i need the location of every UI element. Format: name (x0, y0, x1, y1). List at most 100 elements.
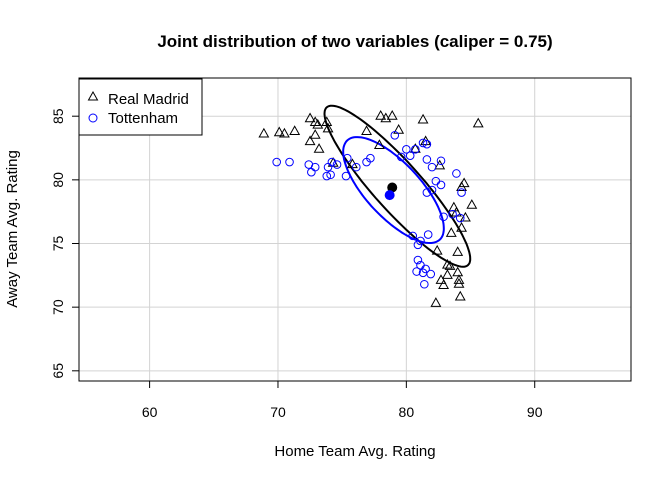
x-axis: 60 70 80 90 (142, 381, 543, 420)
point-real-madrid (441, 258, 453, 269)
point-tottenham (341, 171, 351, 181)
point-tottenham (418, 138, 428, 148)
point-real-madrid (258, 127, 270, 138)
point-real-madrid (441, 269, 453, 279)
point-tottenham (342, 153, 352, 163)
point-tottenham (422, 155, 432, 164)
point-tottenham (423, 230, 433, 239)
point-tottenham (310, 162, 320, 172)
chart-title: Joint distribution of two variables (cal… (157, 32, 552, 51)
point-tottenham (457, 188, 466, 197)
point-tottenham (402, 144, 411, 154)
point-tottenham (422, 188, 432, 197)
point-real-madrid (444, 260, 456, 270)
legend: Real Madrid Tottenham (78, 78, 203, 136)
legend-label-real-madrid: Real Madrid (108, 91, 189, 108)
point-tottenham (351, 162, 361, 172)
point-real-madrid (435, 274, 447, 284)
mean-markers (384, 182, 398, 201)
point-tottenham (420, 279, 429, 289)
confidence-ellipses (323, 104, 472, 268)
x-tick-label: 70 (270, 404, 286, 420)
mean-point-tottenham (384, 190, 395, 201)
point-real-madrid (452, 266, 464, 277)
point-real-madrid (456, 222, 468, 232)
ellipse-real-madrid (323, 104, 472, 268)
point-real-madrid (472, 117, 484, 128)
ellipse-tottenham (342, 136, 445, 244)
point-tottenham (327, 157, 337, 167)
y-tick-label: 70 (50, 299, 66, 315)
legend-triangle-icon (87, 90, 99, 101)
y-tick-label: 75 (50, 236, 66, 252)
point-tottenham (455, 213, 465, 223)
point-tottenham (307, 167, 316, 177)
point-tottenham (416, 236, 425, 246)
point-real-madrid (313, 143, 325, 153)
point-real-madrid (431, 244, 443, 255)
point-real-madrid (273, 126, 285, 137)
point-tottenham (411, 144, 420, 154)
point-real-madrid (438, 279, 450, 290)
point-real-madrid (466, 199, 478, 209)
point-tottenham (427, 185, 437, 195)
plot-frame (78, 77, 632, 382)
x-axis-label: Home Team Avg. Rating (274, 443, 435, 460)
point-tottenham (396, 152, 406, 162)
point-real-madrid (322, 122, 334, 133)
point-real-madrid (375, 109, 387, 120)
point-real-madrid (393, 123, 405, 134)
point-tottenham (412, 267, 421, 276)
y-tick-label: 85 (50, 108, 66, 124)
point-real-madrid (278, 127, 290, 138)
point-tottenham (452, 169, 461, 178)
point-tottenham (332, 160, 342, 169)
point-tottenham (439, 212, 448, 222)
point-real-madrid (289, 125, 301, 135)
point-tottenham (436, 180, 446, 190)
point-real-madrid (373, 139, 385, 149)
point-real-madrid (304, 135, 316, 146)
point-real-madrid (312, 118, 324, 129)
point-real-madrid (445, 227, 457, 237)
y-axis: 65 70 75 80 85 (50, 108, 79, 379)
point-tottenham (272, 157, 281, 167)
point-tottenham (436, 156, 446, 166)
legend-circle-icon (88, 113, 98, 123)
point-real-madrid (458, 177, 470, 188)
x-tick-label: 80 (399, 404, 415, 420)
legend-box (78, 78, 203, 136)
point-real-madrid (453, 274, 465, 284)
point-tottenham (427, 162, 437, 172)
y-tick-label: 80 (50, 172, 66, 188)
point-tottenham (431, 176, 441, 186)
point-real-madrid (304, 112, 316, 123)
point-tottenham (326, 170, 335, 180)
point-tottenham (426, 269, 436, 279)
scatter-points (258, 109, 484, 307)
point-real-madrid (409, 143, 421, 153)
point-tottenham (421, 264, 430, 274)
point-tottenham (366, 153, 375, 163)
point-real-madrid (309, 116, 321, 127)
point-real-madrid (454, 290, 466, 301)
point-real-madrid (386, 109, 398, 120)
point-real-madrid (430, 297, 442, 307)
point-real-madrid (452, 246, 464, 256)
point-tottenham (405, 151, 415, 160)
x-tick-label: 90 (527, 404, 543, 420)
point-tottenham (448, 209, 457, 219)
point-tottenham (408, 231, 418, 241)
point-tottenham (323, 162, 333, 172)
point-real-madrid (309, 129, 321, 139)
point-tottenham (413, 255, 423, 265)
point-tottenham (322, 171, 332, 181)
point-tottenham (285, 157, 294, 167)
y-axis-label: Away Team Avg. Rating (4, 150, 21, 308)
point-real-madrid (459, 211, 471, 222)
point-real-madrid (361, 125, 373, 135)
legend-label-tottenham: Tottenham (108, 110, 178, 127)
point-tottenham (422, 139, 432, 149)
y-tick-label: 65 (50, 363, 66, 379)
